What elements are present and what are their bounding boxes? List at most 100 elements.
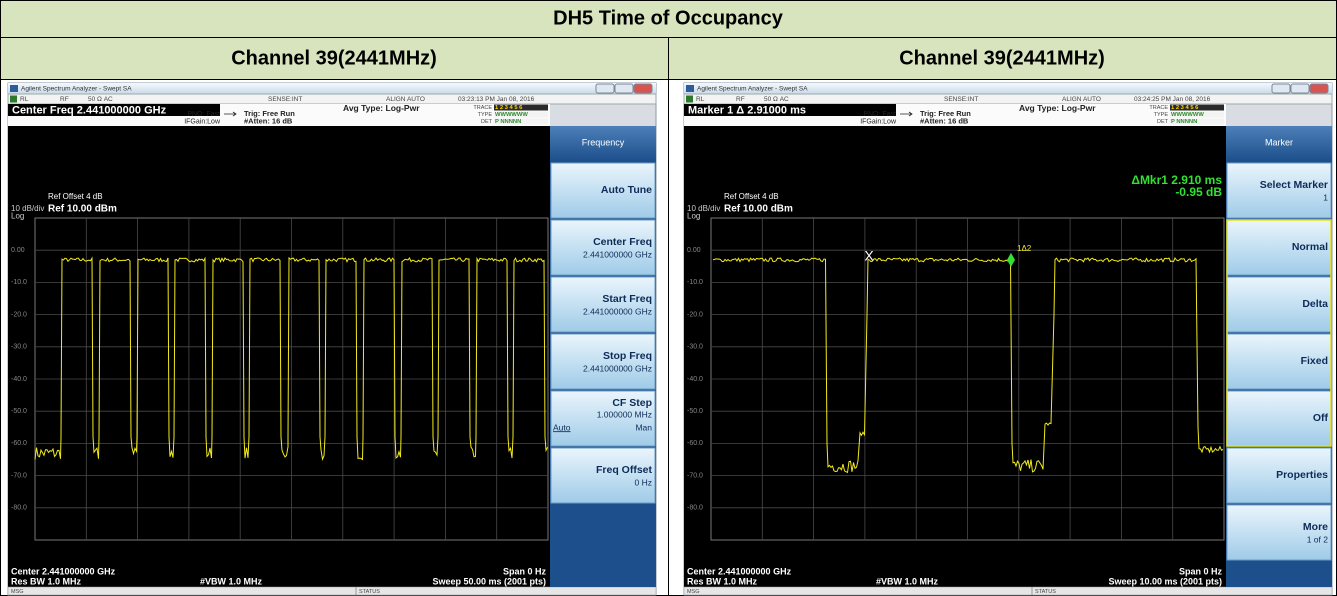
trace-box [1170,118,1224,125]
status-text: RF [736,96,745,103]
scale-type: Log [11,212,24,221]
softkey-label: Fixed [1301,355,1328,367]
setting: Trig: Free Run [920,109,971,118]
setting: #Atten: 16 dB [920,116,969,125]
softkey-value: 1 [1323,192,1328,202]
menu-title: Marker [1265,137,1293,147]
footer-text: #VBW 1.0 MHz [200,576,263,586]
softkey[interactable] [1226,276,1332,333]
softkey[interactable] [550,162,656,219]
display [8,126,550,587]
softkey[interactable] [1226,333,1332,390]
trace-label: TRACE [1149,105,1168,111]
softkey-value: 1 of 2 [1307,534,1329,544]
selection-group [1226,219,1332,447]
setting: #Atten: 16 dB [244,116,293,125]
marker-readout: ΔMkr1 2.910 ms [1131,173,1222,187]
trace-box [1170,104,1224,111]
status-text: RL [696,96,705,103]
window-title: Agilent Spectrum Analyzer - Swept SA [697,86,808,93]
ref-level: Ref 10.00 dBm [48,204,117,215]
y-axis-label: -80.0 [11,505,27,512]
menu-title: Frequency [582,137,625,147]
scale: 10 dB/div [11,204,44,213]
softkey-label: Stop Freq [603,350,652,362]
y-axis-label: 0.00 [687,247,701,254]
softkey[interactable] [1226,504,1332,561]
softkey[interactable] [550,390,656,447]
window-titlebar [684,83,1332,94]
message-label: MSG [687,589,700,595]
header-cell [0,37,669,80]
y-axis-label: -60.0 [11,440,27,447]
status-text: ALIGN AUTO [386,96,425,103]
window-title: Agilent Spectrum Analyzer - Swept SA [21,86,132,93]
trace-row: 1 2 3 4 5 6 [495,105,523,111]
trace-box [1170,111,1224,118]
y-axis-label: -80.0 [687,505,703,512]
softkey[interactable] [550,447,656,504]
trace [712,256,1224,474]
menu-header [1226,126,1332,161]
y-axis-label: -10.0 [11,279,27,286]
y-axis-label: 0.00 [11,247,25,254]
status-label: STATUS [1035,589,1056,595]
window-button [1290,83,1310,94]
softkey-option: Man [635,422,652,432]
trace-box [494,111,548,118]
y-axis-label: -50.0 [11,408,27,415]
analyzer-screenshot: Agilent Spectrum Analyzer - Swept SA RL RF… [7,82,657,596]
table-title: DH5 Time of Occupancy [553,7,784,29]
softkey-label: Auto Tune [601,184,652,196]
softkey-value: 2.441000000 GHz [583,249,652,259]
window-titlebar [8,83,656,94]
trace-box [494,104,548,111]
setting: Avg Type: Log-Pwr [343,103,420,113]
marker-label: 1Δ2 [1017,244,1032,253]
softkey-value: 2.441000000 GHz [583,363,652,373]
window-button [633,83,653,94]
footer-text: Sweep 50.00 ms (2001 pts) [432,576,546,586]
y-axis-label: -40.0 [11,376,27,383]
footer-text: #VBW 1.0 MHz [876,576,939,586]
analyzer-screenshot: Agilent Spectrum Analyzer - Swept SA RL RF… [683,82,1333,596]
window-button [1309,83,1329,94]
trace-label: DET [1157,119,1169,125]
message-label: MSG [11,589,24,595]
marker-readout: -0.95 dB [1175,185,1222,199]
softkey[interactable] [550,219,656,276]
softkey-value: 2.441000000 GHz [583,306,652,316]
softkey-label: Start Freq [602,293,652,305]
pno-arrow [224,111,237,117]
app-icon [686,85,694,92]
scale: 10 dB/div [687,204,720,213]
status-text: 03:23:13 PM Jan 08, 2016 [458,96,535,103]
softkey-label: Select Marker [1260,179,1328,191]
window-button [614,83,634,94]
footer-text: Res BW 1.0 MHz [11,576,82,586]
footer-text: Sweep 10.00 ms (2001 pts) [1108,576,1222,586]
softkey-label: Center Freq [593,236,652,248]
trace-row: WWWWWW [495,112,528,118]
scale-type: Log [687,212,700,221]
active-function-box [8,104,220,116]
status-text: SENSE:INT [944,96,978,103]
trace-label: TYPE [478,112,493,118]
active-function: Marker 1 Δ 2.91000 ms [688,104,806,116]
ref-level: Ref 10.00 dBm [724,204,793,215]
footer-text: Span 0 Hz [503,566,547,576]
softkey[interactable] [1226,162,1332,219]
footer-text: Span 0 Hz [1179,566,1223,576]
status-text: RL [20,96,29,103]
softkey[interactable] [1226,390,1332,447]
softkey-label: Delta [1302,298,1328,310]
softkey[interactable] [1226,447,1332,504]
y-axis-label: -30.0 [687,344,703,351]
softkey-value: 1.000000 MHz [597,409,652,419]
softkey[interactable] [550,276,656,333]
trace [34,256,548,461]
softkey[interactable] [550,333,656,390]
trace-box [494,118,548,125]
menu-header [550,126,656,161]
y-axis-label: -60.0 [687,440,703,447]
